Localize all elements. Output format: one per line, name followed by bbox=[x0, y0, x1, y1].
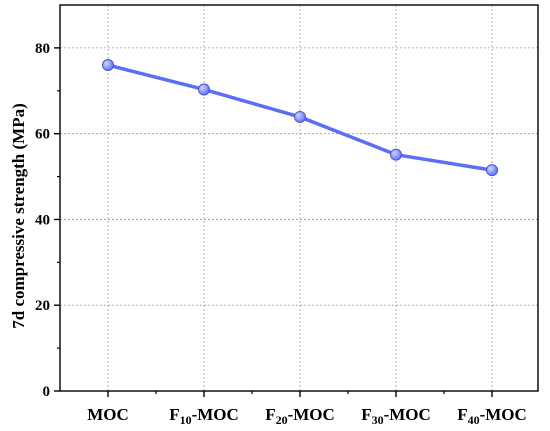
x-tick-label: F30-MOC bbox=[361, 405, 431, 427]
x-tick-label-sub: 20 bbox=[276, 413, 288, 427]
y-tick-label: 0 bbox=[43, 384, 51, 400]
x-tick-label-rest: -MOC bbox=[384, 405, 431, 424]
x-tick-label: MOC bbox=[87, 405, 129, 424]
x-axis-ticks: MOC F10-MOC F20-MOC F30-MOC F40-MOC bbox=[87, 391, 527, 427]
x-tick-label: F10-MOC bbox=[169, 405, 239, 427]
x-tick-label-main: F bbox=[361, 405, 371, 424]
x-tick-label-sub: 30 bbox=[372, 413, 384, 427]
y-axis-label: 7d compressive strength (MPa) bbox=[9, 103, 28, 329]
data-point bbox=[198, 83, 210, 96]
x-tick-label-main: F bbox=[457, 405, 467, 424]
y-tick-label: 20 bbox=[35, 298, 50, 314]
x-tick-label: F20-MOC bbox=[265, 405, 335, 427]
grid-lines bbox=[60, 5, 538, 391]
data-point bbox=[390, 148, 402, 161]
y-tick-label: 40 bbox=[35, 212, 50, 228]
data-point bbox=[102, 59, 114, 72]
x-tick-label-main: F bbox=[265, 405, 275, 424]
plot-frame bbox=[59, 4, 539, 392]
x-tick-label-rest: -MOC bbox=[288, 405, 335, 424]
x-tick-label-main: F bbox=[169, 405, 179, 424]
data-points bbox=[102, 59, 498, 177]
x-tick-label-rest: -MOC bbox=[192, 405, 239, 424]
x-tick-label: F40-MOC bbox=[457, 405, 527, 427]
x-tick-label-rest: -MOC bbox=[480, 405, 527, 424]
y-axis-ticks: 0 20 40 60 80 bbox=[35, 41, 60, 400]
x-tick-label-sub: 40 bbox=[468, 413, 480, 427]
data-point bbox=[486, 164, 498, 177]
data-point bbox=[294, 110, 306, 123]
y-tick-label: 80 bbox=[35, 41, 50, 57]
y-tick-label: 60 bbox=[35, 127, 50, 143]
x-tick-label-main: MOC bbox=[87, 405, 129, 424]
x-tick-label-sub: 10 bbox=[180, 413, 192, 427]
